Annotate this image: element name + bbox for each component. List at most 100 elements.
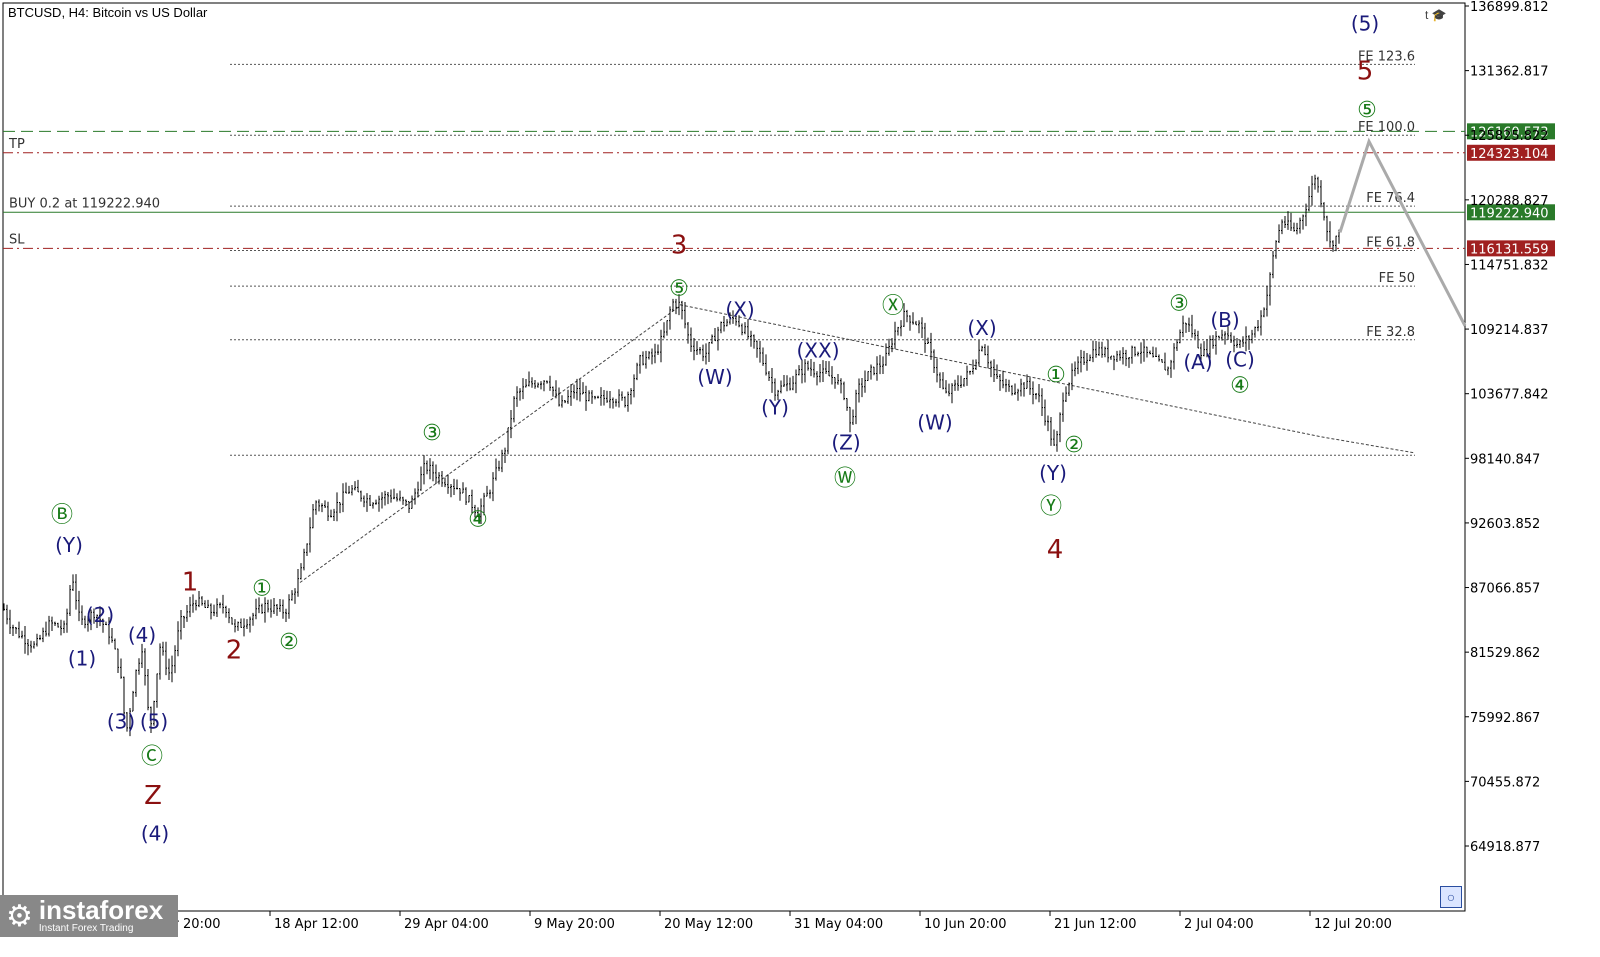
wave-label-27: ② [279,630,299,655]
wave-label-34: (4) [128,623,156,647]
wave-label-36: (5) [140,709,168,733]
wave-label-23: ④ [1230,373,1250,398]
x-tick-label-9: 12 Jul 20:00 [1314,917,1392,932]
y-tick-label-9: 87066.857 [1470,582,1540,597]
x-tick-label-4: 20 May 12:00 [664,917,753,932]
wave-label-5: (X) [725,297,754,321]
logo-text: instaforex Instant Forex Trading [39,897,163,935]
wave-label-12: Ⓦ [834,467,856,492]
wave-label-21: (A) [1183,350,1212,374]
y-tick-label-8: 92603.852 [1470,517,1540,532]
projection-line [1338,137,1467,327]
x-tick-label-2: 29 Apr 04:00 [404,917,489,932]
y-tick-label-11: 75992.867 [1470,711,1540,726]
wave-label-8: (XX) [796,338,839,362]
wave-label-25: ④ [468,507,488,532]
wave-label-33: (1) [68,646,96,670]
x-tick-label-3: 9 May 20:00 [534,917,615,932]
x-tick-label-8: 2 Jul 04:00 [1184,917,1254,932]
chart-toolbar: t 🎓 [1425,8,1447,22]
instaforex-logo: ⚙ instaforex Instant Forex Trading [0,895,178,937]
wave-label-2: ⑤ [1357,98,1377,123]
wave-label-17: Ⓨ [1040,495,1062,520]
wave-label-24: ③ [422,421,442,446]
wave-label-6: Ⓧ [882,294,904,319]
fe100-price-tag [1467,123,1555,140]
wave-label-7: (X) [967,316,996,340]
buy-price-tag [1467,204,1555,221]
order-lines: TP 124323.104 BUY 0.2 at 119222.940 119222.… [3,123,1555,257]
wave-label-0: (5) [1351,12,1379,36]
wave-label-16: (Y) [1039,461,1067,485]
wave-label-18: 4 [1047,535,1064,565]
wave-labels: (5) 5 ⑤ 3 ⑤ (X) Ⓧ (X) (XX) (W) (Y) (Z) Ⓦ (W) ① ② (Y) Ⓨ 4 ③ (… [51,12,1379,846]
logo-tagline: Instant Forex Trading [38,923,134,934]
y-tick-label-3: 120288.827 [1470,194,1549,209]
fib-label-0: FE 123.6 [1358,49,1415,64]
tp-price-tag [1467,144,1555,161]
wave-label-39: (4) [141,821,169,845]
fib-label-2: FE 76.4 [1366,191,1415,206]
y-tick-label-0: 136899.812 [1470,0,1549,15]
wave-label-22: (C) [1225,348,1255,372]
buy-price-text: 119222.940 [1470,206,1549,221]
fib-label-4: FE 50 [1379,271,1415,286]
ohlc-bars [3,174,1340,737]
y-tick-label-1: 131362.817 [1470,65,1549,80]
logo-brand: instaforex [38,895,164,925]
wave-label-14: ① [1046,363,1066,388]
wave-label-4: ⑤ [669,276,689,301]
wave-label-38: Z [144,781,162,811]
y-tick-label-10: 81529.862 [1470,646,1540,661]
wave-label-10: (Y) [761,395,789,419]
tp-label: TP [8,137,25,152]
wave-label-3: 3 [671,230,688,260]
sl-price-text: 116131.559 [1470,242,1549,257]
y-tick-label-7: 98140.847 [1470,452,1540,467]
sl-price-tag [1467,240,1555,257]
wave-label-20: (B) [1210,308,1239,332]
x-tick-label-5: 31 May 04:00 [794,917,883,932]
chart-title: BTCUSD, H4: Bitcoin vs US Dollar [8,5,208,20]
tp-price-text: 124323.104 [1470,147,1549,162]
wave-label-31: (Y) [55,533,83,557]
wave-label-37: Ⓒ [141,744,163,769]
fe100-price-text: 126160.573 [1470,125,1549,140]
x-tick-label-6: 10 Jun 20:00 [924,917,1007,932]
autoscroll-icon[interactable]: ○ [1440,886,1462,908]
sl-label: SL [9,232,25,247]
trend-line [679,304,1416,454]
y-tick-label-2: 125825.822 [1470,129,1549,144]
projection-path [1338,137,1467,327]
buy-label: BUY 0.2 at 119222.940 [9,196,160,211]
wave-label-26: ① [252,576,272,601]
y-tick-label-13: 64918.877 [1470,840,1540,855]
fib-label-3: FE 61.8 [1366,235,1415,250]
x-axis: 8 Apr 20:00 18 Apr 12:00 29 Apr 04:00 9 May… [139,911,1392,932]
wave-label-9: (W) [697,365,732,389]
wave-label-32: (2) [86,603,114,627]
wave-label-19: ③ [1169,292,1189,317]
trend-lines [299,304,1416,583]
x-tick-label-1: 18 Apr 12:00 [274,917,359,932]
y-tick-label-5: 109214.837 [1470,323,1549,338]
y-tick-label-6: 103677.842 [1470,388,1549,403]
graduation-cap-icon[interactable]: 🎓 [1431,8,1447,22]
wave-label-13: (W) [917,411,952,435]
wave-label-35: (3) [107,709,135,733]
wave-label-15: ② [1064,433,1084,458]
t-icon[interactable]: t [1425,8,1429,22]
y-tick-label-12: 70455.872 [1470,775,1540,790]
wave-label-11: (Z) [831,430,860,454]
wave-label-1: 5 [1357,57,1374,87]
y-tick-label-4: 114751.832 [1470,258,1549,273]
wave-label-28: 1 [182,568,199,598]
y-axis: 136899.812 131362.817 125825.822 120288.827… [1465,0,1549,855]
fib-label-5: FE 32.8 [1366,325,1415,340]
wave-label-30: Ⓑ [51,503,73,528]
gear-icon: ⚙ [6,899,33,933]
x-tick-label-7: 21 Jun 12:00 [1054,917,1137,932]
plot-area [2,2,1466,912]
